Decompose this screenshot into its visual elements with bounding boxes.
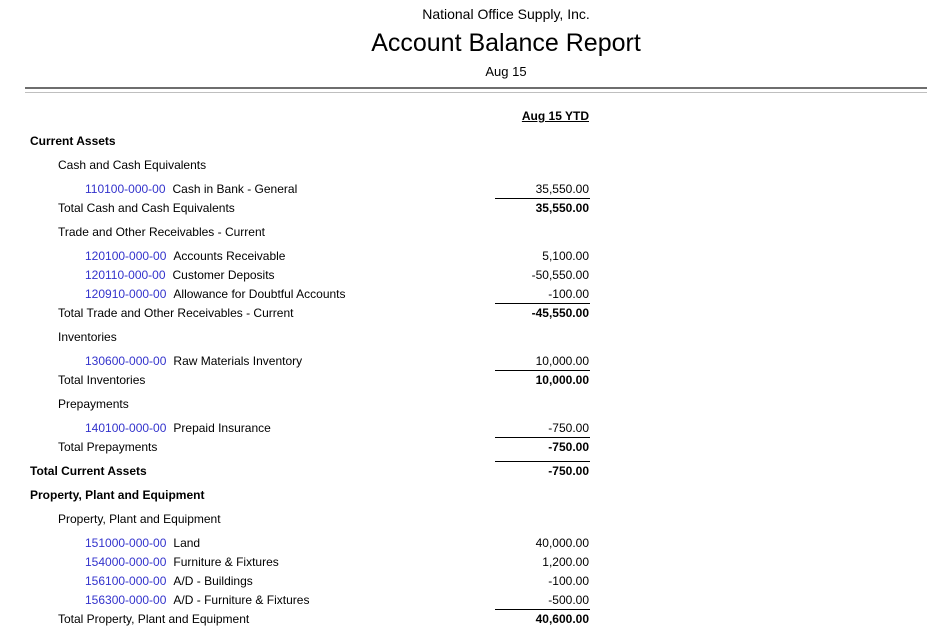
account-link[interactable]: 120110-000-00 xyxy=(85,268,166,282)
row-amount: 10,000.00 xyxy=(535,373,589,387)
row-amount: 40,600.00 xyxy=(535,612,589,626)
subtotal-rule xyxy=(495,461,590,462)
row-amount: -750.00 xyxy=(548,421,589,435)
report-period: Aug 15 xyxy=(485,64,527,79)
account-link[interactable]: 120910-000-00 xyxy=(85,287,167,301)
row-label: Cash in Bank - General xyxy=(172,182,298,196)
row-detail: 120910-000-00 Allowance for Doubtful Acco… xyxy=(0,285,927,304)
row-amount: -500.00 xyxy=(548,593,589,607)
row-amount: -100.00 xyxy=(548,574,589,588)
row-detail: 120110-000-00 Customer Deposits -50,550.00 xyxy=(0,266,927,285)
row-amount: 40,000.00 xyxy=(535,536,589,550)
row-amount: -750.00 xyxy=(548,464,589,478)
row-amount: -50,550.00 xyxy=(531,268,589,282)
row-detail: 110100-000-00 Cash in Bank - General 35,55… xyxy=(0,180,927,199)
row-total: Total Inventories 10,000.00 xyxy=(0,370,927,390)
report-rows: Current Assets Cash and Cash Equivalents 1… xyxy=(0,127,927,629)
row-label: Cash and Cash Equivalents xyxy=(58,158,207,172)
row-label: Furniture & Fixtures xyxy=(173,555,279,569)
row-label: Inventories xyxy=(58,330,117,344)
row-amount: -750.00 xyxy=(548,440,589,454)
row-label: Raw Materials Inventory xyxy=(173,354,303,368)
row-detail: 154000-000-00 Furniture & Fixtures 1,200.0… xyxy=(0,553,927,572)
row-detail: 151000-000-00 Land 40,000.00 xyxy=(0,534,927,553)
row-label: Trade and Other Receivables - Current xyxy=(58,225,265,239)
row-label: Prepayments xyxy=(58,397,129,411)
row-amount: -45,550.00 xyxy=(531,306,589,320)
account-link[interactable]: 120100-000-00 xyxy=(85,249,167,263)
company-name: National Office Supply, Inc. xyxy=(422,6,590,22)
subtotal-rule xyxy=(495,609,590,610)
row-section: Current Assets xyxy=(0,132,927,151)
row-detail: 140100-000-00 Prepaid Insurance -750.00 xyxy=(0,419,927,438)
row-subsection: Trade and Other Receivables - Current xyxy=(0,223,927,242)
row-label: Customer Deposits xyxy=(172,268,275,282)
account-link[interactable]: 140100-000-00 xyxy=(85,421,167,435)
row-total: Total Trade and Other Receivables - Curr… xyxy=(0,303,927,323)
subtotal-rule xyxy=(495,198,590,199)
row-detail: 120100-000-00 Accounts Receivable 5,100.00 xyxy=(0,247,927,266)
row-label: Total Inventories xyxy=(58,373,146,387)
row-label: Total Property, Plant and Equipment xyxy=(58,612,250,626)
row-subsection: Cash and Cash Equivalents xyxy=(0,156,927,175)
row-amount: -100.00 xyxy=(548,287,589,301)
row-amount: 5,100.00 xyxy=(542,249,589,263)
row-grand_total: Total Current Assets -750.00 xyxy=(0,461,927,481)
subtotal-rule xyxy=(495,437,590,438)
row-subsection: Prepayments xyxy=(0,395,927,414)
row-label: Property, Plant and Equipment xyxy=(30,488,205,502)
header-divider-dark xyxy=(25,87,927,89)
column-header-ytd: Aug 15 YTD xyxy=(521,109,589,123)
row-label: Total Cash and Cash Equivalents xyxy=(58,201,235,215)
account-link[interactable]: 156100-000-00 xyxy=(85,574,167,588)
row-section: Property, Plant and Equipment xyxy=(0,486,927,505)
report-title: Account Balance Report xyxy=(371,29,641,57)
row-label: Total Current Assets xyxy=(30,464,147,478)
row-label: Current Assets xyxy=(30,134,116,148)
account-link[interactable]: 154000-000-00 xyxy=(85,555,167,569)
row-subsection: Inventories xyxy=(0,328,927,347)
row-total: Total Cash and Cash Equivalents 35,550.00 xyxy=(0,198,927,218)
row-subsection: Property, Plant and Equipment xyxy=(0,510,927,529)
row-detail: 130600-000-00 Raw Materials Inventory 10,0… xyxy=(0,352,927,371)
row-total: Total Property, Plant and Equipment 40,60… xyxy=(0,609,927,629)
row-label: Allowance for Doubtful Accounts xyxy=(173,287,346,301)
row-label: Total Trade and Other Receivables - Curr… xyxy=(58,306,294,320)
row-label: Prepaid Insurance xyxy=(173,421,271,435)
row-amount: 1,200.00 xyxy=(542,555,589,569)
subtotal-rule xyxy=(495,303,590,304)
account-link[interactable]: 151000-000-00 xyxy=(85,536,167,550)
row-label: A/D - Furniture & Fixtures xyxy=(173,593,310,607)
header-divider-light xyxy=(25,92,927,93)
row-total: Total Prepayments -750.00 xyxy=(0,437,927,457)
account-link[interactable]: 156300-000-00 xyxy=(85,593,167,607)
row-label: A/D - Buildings xyxy=(173,574,253,588)
row-label: Total Prepayments xyxy=(58,440,158,454)
account-link[interactable]: 110100-000-00 xyxy=(85,182,166,196)
row-detail: 156100-000-00 A/D - Buildings -100.00 xyxy=(0,572,927,591)
row-amount: 10,000.00 xyxy=(535,354,589,368)
subtotal-rule xyxy=(495,370,590,371)
row-label: Accounts Receivable xyxy=(173,249,286,263)
row-amount: 35,550.00 xyxy=(535,182,589,196)
row-label: Land xyxy=(173,536,201,550)
account-link[interactable]: 130600-000-00 xyxy=(85,354,167,368)
row-amount: 35,550.00 xyxy=(535,201,589,215)
row-label: Property, Plant and Equipment xyxy=(58,512,221,526)
row-detail: 156300-000-00 A/D - Furniture & Fixtures -… xyxy=(0,591,927,610)
